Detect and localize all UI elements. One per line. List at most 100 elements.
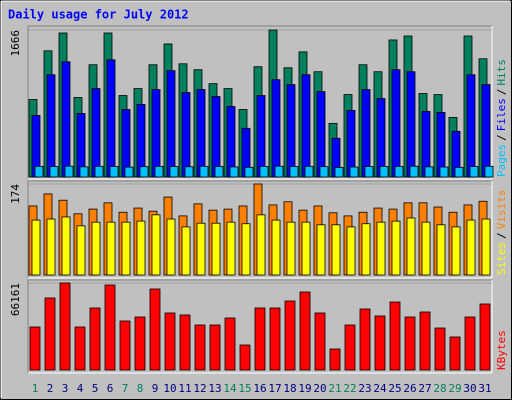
bar bbox=[334, 167, 344, 178]
x-tick-label: 28 bbox=[433, 382, 446, 395]
bar bbox=[344, 324, 356, 371]
bar bbox=[49, 166, 59, 178]
bar bbox=[109, 166, 119, 178]
bar bbox=[269, 307, 281, 371]
bar bbox=[196, 222, 206, 276]
legend: KBytes bbox=[495, 330, 508, 370]
bar bbox=[319, 166, 329, 178]
bar bbox=[106, 221, 116, 276]
bar bbox=[61, 216, 71, 276]
legend-separator: / bbox=[495, 89, 508, 96]
chart-title: Daily usage for July 2012 bbox=[8, 8, 189, 22]
bar bbox=[151, 89, 161, 178]
bar bbox=[361, 223, 371, 276]
bar bbox=[301, 221, 311, 276]
x-tick-label: 25 bbox=[388, 382, 401, 395]
bar bbox=[256, 95, 266, 178]
x-tick-label: 19 bbox=[298, 382, 311, 395]
bar bbox=[286, 221, 296, 276]
bar bbox=[44, 297, 56, 371]
x-tick-label: 18 bbox=[283, 382, 296, 395]
x-tick-label: 10 bbox=[163, 382, 176, 395]
bar bbox=[94, 165, 104, 178]
bar bbox=[254, 307, 266, 371]
bar bbox=[391, 220, 401, 276]
bar bbox=[166, 70, 176, 178]
bar bbox=[259, 166, 269, 178]
bar bbox=[391, 69, 401, 178]
legend-entry: Hits bbox=[495, 59, 508, 86]
bar bbox=[451, 226, 461, 276]
bar bbox=[286, 84, 296, 178]
bar bbox=[284, 300, 296, 371]
x-tick-label: 1 bbox=[32, 382, 39, 395]
bar bbox=[226, 106, 236, 178]
bar bbox=[136, 104, 146, 178]
bar bbox=[181, 226, 191, 276]
bar bbox=[376, 98, 386, 178]
bar bbox=[481, 84, 491, 178]
bar bbox=[196, 89, 206, 178]
bar bbox=[164, 312, 176, 371]
bar bbox=[244, 166, 254, 178]
y-tick-label: 1666 bbox=[9, 30, 22, 57]
bar bbox=[376, 221, 386, 276]
bar bbox=[389, 301, 401, 371]
bar bbox=[46, 74, 56, 178]
x-tick-label: 8 bbox=[137, 382, 144, 395]
bar bbox=[134, 316, 146, 371]
bar bbox=[61, 61, 71, 178]
bar bbox=[76, 225, 86, 276]
bar bbox=[271, 79, 281, 178]
bar bbox=[59, 282, 71, 371]
x-tick-label: 3 bbox=[62, 382, 69, 395]
bar bbox=[466, 219, 476, 276]
legend-separator: / bbox=[495, 134, 508, 141]
bar bbox=[214, 166, 224, 178]
bar bbox=[479, 303, 491, 371]
bar bbox=[31, 219, 41, 276]
bar bbox=[119, 320, 131, 371]
x-tick-label: 26 bbox=[403, 382, 416, 395]
bar bbox=[79, 166, 89, 178]
legend-entry: KBytes bbox=[495, 330, 508, 370]
x-tick-label: 17 bbox=[268, 382, 281, 395]
bar bbox=[64, 165, 74, 178]
bar bbox=[179, 314, 191, 371]
bar bbox=[406, 217, 416, 276]
legend-entry: Visits bbox=[495, 190, 508, 230]
bar bbox=[241, 223, 251, 276]
bar bbox=[454, 166, 464, 178]
bar bbox=[34, 166, 44, 178]
x-tick-label: 22 bbox=[343, 382, 356, 395]
bar bbox=[421, 221, 431, 276]
bar bbox=[304, 165, 314, 178]
y-tick-label: 174 bbox=[9, 184, 22, 204]
bar bbox=[361, 89, 371, 178]
bar bbox=[346, 226, 356, 276]
x-tick-label: 16 bbox=[253, 382, 266, 395]
bar bbox=[211, 96, 221, 178]
legend-entry: Files bbox=[495, 98, 508, 131]
bar bbox=[199, 165, 209, 178]
bar bbox=[364, 166, 374, 178]
x-tick-label: 7 bbox=[122, 382, 129, 395]
bar bbox=[169, 166, 179, 178]
legend: Pages / Files / Hits bbox=[495, 59, 508, 177]
bar bbox=[166, 218, 176, 276]
bar bbox=[46, 218, 56, 276]
bar bbox=[151, 214, 161, 276]
bar bbox=[256, 214, 266, 276]
x-tick-label: 5 bbox=[92, 382, 99, 395]
bar bbox=[104, 284, 116, 371]
x-tick-label: 6 bbox=[107, 382, 114, 395]
bar bbox=[139, 166, 149, 178]
bar bbox=[316, 224, 326, 276]
bar bbox=[404, 316, 416, 371]
bar bbox=[484, 165, 494, 178]
bar bbox=[74, 326, 86, 371]
legend-entry: Sites bbox=[495, 242, 508, 275]
bar bbox=[379, 166, 389, 178]
bar bbox=[229, 166, 239, 178]
bar bbox=[136, 220, 146, 276]
